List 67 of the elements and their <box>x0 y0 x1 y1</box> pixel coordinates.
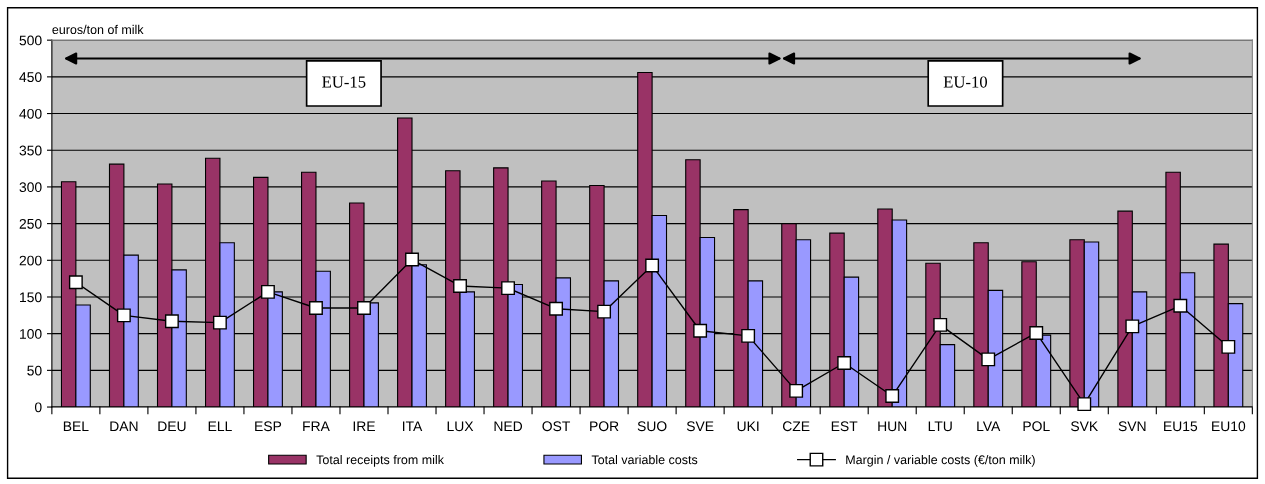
y-tick-label: 350 <box>19 145 42 156</box>
y-axis-title: euros/ton of milk <box>52 24 144 35</box>
x-tick-label: FRA <box>303 421 330 431</box>
point <box>405 252 419 267</box>
x-tick-label: SVE <box>686 421 714 432</box>
x-tick-label: LTU <box>928 421 952 432</box>
legend-label: Margin / variable costs (€/ton milk) <box>846 454 1035 467</box>
point <box>1173 298 1188 313</box>
point <box>309 301 323 315</box>
x-tick-label: EU15 <box>1164 421 1198 432</box>
x-tick-label: LVA <box>977 421 1001 431</box>
legend-label: Total variable costs <box>591 454 698 465</box>
y-tick-label: 50 <box>27 365 42 376</box>
y-tick-label: 150 <box>20 292 42 303</box>
x-tick-label: ITA <box>403 421 423 431</box>
y-tick-label: 0 <box>34 402 42 413</box>
point <box>549 301 564 316</box>
x-tick-label: NED <box>494 421 523 431</box>
point <box>933 317 948 332</box>
annotation: EU-10 <box>943 76 988 88</box>
point <box>981 352 996 367</box>
x-tick-label: BEL <box>63 421 89 431</box>
x-tick-label: POL <box>1023 421 1050 432</box>
y-tick-label: 450 <box>19 72 42 83</box>
annotation: EU-15 <box>322 76 366 88</box>
point <box>837 356 852 370</box>
x-tick-label: POR <box>590 421 619 432</box>
point <box>597 304 612 319</box>
point <box>885 389 900 403</box>
x-tick-label: HUN <box>878 421 907 432</box>
y-tick-label: 300 <box>19 182 42 193</box>
x-tick-label: CZE <box>782 421 810 432</box>
x-tick-label: SUO <box>637 421 667 432</box>
point <box>1125 319 1140 334</box>
y-tick-label: 500 <box>19 35 42 46</box>
x-tick-label: SVK <box>1071 421 1099 432</box>
point <box>1221 339 1236 354</box>
x-tick-label: DEU <box>158 421 186 432</box>
point <box>453 279 467 293</box>
point <box>501 281 515 296</box>
point <box>116 308 131 323</box>
point <box>693 323 708 338</box>
x-tick-label: ELL <box>208 421 232 431</box>
point <box>261 284 275 299</box>
point <box>164 314 179 329</box>
legend-label: Total receipts from milk <box>316 454 444 467</box>
point <box>357 301 371 315</box>
y-tick-label: 250 <box>19 218 42 229</box>
x-tick-label: EST <box>831 421 858 432</box>
point <box>789 383 804 398</box>
y-tick-label: 200 <box>19 255 42 266</box>
x-tick-label: DAN <box>110 421 138 431</box>
point <box>1029 325 1044 340</box>
x-tick-label: SVN <box>1118 421 1146 432</box>
x-tick-label: LUX <box>447 421 474 432</box>
point <box>212 315 227 330</box>
y-tick-label: 100 <box>20 329 42 339</box>
y-tick-label: 400 <box>19 108 42 119</box>
x-tick-label: ESP <box>255 421 282 432</box>
x-tick-label: IRE <box>353 421 375 431</box>
x-tick-label: OST <box>542 421 571 432</box>
point <box>645 258 660 273</box>
point <box>1077 397 1092 412</box>
x-tick-label: UKI <box>737 421 759 432</box>
point <box>741 328 756 343</box>
x-tick-label: EU10 <box>1212 421 1246 432</box>
point <box>68 275 83 290</box>
